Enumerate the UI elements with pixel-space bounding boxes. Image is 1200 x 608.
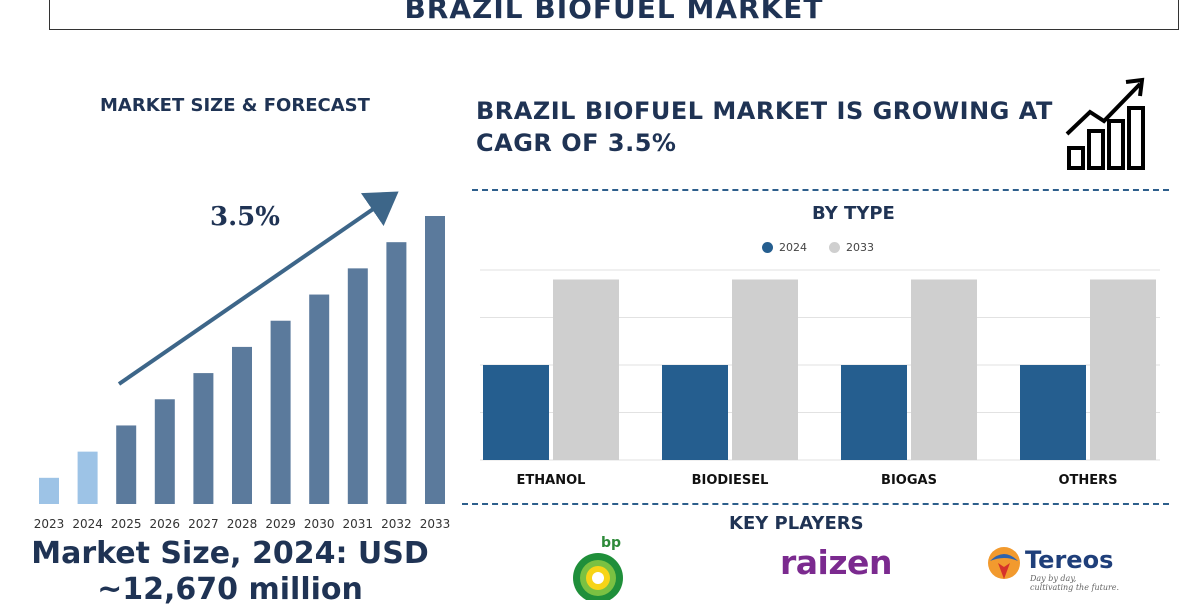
type-bar-ethanol-2024 <box>483 365 549 460</box>
forecast-bar-2024 <box>77 451 98 504</box>
forecast-bar-2029 <box>270 320 291 504</box>
market-size-text: Market Size, 2024: USD ~12,670 million <box>20 536 440 608</box>
forecast-tick-2033: 2033 <box>420 517 451 531</box>
forecast-tick-2027: 2027 <box>188 517 219 531</box>
legend-label-2033: 2033 <box>846 241 874 254</box>
forecast-bar-chart: 2023 2024 2025 2026 2027 2028 2029 2030 2031 2032… <box>34 191 451 531</box>
forecast-tick-2029: 2029 <box>265 517 296 531</box>
page-title: BRAZIL BIOFUEL MARKET <box>404 0 824 25</box>
type-bar-others-2033 <box>1090 279 1156 460</box>
bp-logo-text: bp <box>601 535 622 551</box>
forecast-bar-2030 <box>309 294 330 504</box>
forecast-tick-2025: 2025 <box>111 517 142 531</box>
legend-item-2024: 2024 <box>762 241 807 254</box>
forecast-tick-2032: 2032 <box>381 517 412 531</box>
legend-swatch-2033 <box>829 242 840 253</box>
title-box: BRAZIL BIOFUEL MARKET <box>49 0 1179 30</box>
forecast-bar-2033 <box>425 216 445 504</box>
forecast-bar-2028 <box>232 346 252 504</box>
tereos-tagline-1: Day by day, <box>1030 574 1077 583</box>
legend-swatch-2024 <box>762 242 773 253</box>
by-type-bar-chart: ETHANOL BIODIESEL BIOGAS OTHERS <box>480 269 1160 488</box>
type-bar-ethanol-2033 <box>553 279 619 460</box>
legend-item-2033: 2033 <box>829 241 874 254</box>
tereos-logo-icon <box>988 547 1020 579</box>
divider-top <box>472 189 1169 191</box>
tereos-tagline: Day by day, cultivating the future. <box>1030 574 1119 592</box>
forecast-bar-2027 <box>193 373 214 504</box>
type-bar-biogas-2024 <box>841 365 907 460</box>
bp-logo-icon <box>573 553 623 600</box>
key-players-title: KEY PLAYERS <box>729 513 864 534</box>
forecast-tick-2030: 2030 <box>304 517 335 531</box>
forecast-bar-2031 <box>347 268 368 504</box>
type-bar-biodiesel-2033 <box>732 279 798 460</box>
raizen-logo: raizen <box>780 543 892 582</box>
growth-chart-icon <box>1065 77 1145 170</box>
forecast-bar-2023 <box>39 477 59 504</box>
forecast-tick-2023: 2023 <box>34 517 65 531</box>
cagr-annotation: 3.5% <box>210 202 280 232</box>
market-size-heading: MARKET SIZE & FORECAST <box>100 95 370 116</box>
by-type-title: BY TYPE <box>812 203 895 224</box>
forecast-tick-2028: 2028 <box>227 517 258 531</box>
type-bar-biogas-2033 <box>911 279 977 460</box>
forecast-tick-2024: 2024 <box>72 517 103 531</box>
forecast-tick-2031: 2031 <box>343 517 374 531</box>
tereos-tagline-2: cultivating the future. <box>1030 583 1120 592</box>
divider-bottom <box>462 503 1169 505</box>
type-label-ethanol: ETHANOL <box>517 473 586 488</box>
growth-arrow <box>117 191 399 386</box>
legend-label-2024: 2024 <box>779 241 807 254</box>
type-bar-others-2024 <box>1020 365 1086 460</box>
type-bar-biodiesel-2024 <box>662 365 728 460</box>
forecast-bar-2026 <box>154 399 175 504</box>
type-label-biodiesel: BIODIESEL <box>692 473 769 488</box>
market-size-line-2: ~12,670 million <box>97 572 363 607</box>
type-label-others: OTHERS <box>1058 473 1117 488</box>
forecast-bar-2025 <box>116 425 137 504</box>
type-label-biogas: BIOGAS <box>881 473 937 488</box>
forecast-bar-2032 <box>386 242 407 504</box>
type-legend: 2024 2033 <box>762 241 874 254</box>
forecast-tick-2026: 2026 <box>150 517 181 531</box>
market-size-line-1: Market Size, 2024: USD <box>31 536 429 571</box>
tereos-logo: Tereos <box>1025 546 1114 574</box>
growth-statement: BRAZIL BIOFUEL MARKET IS GROWING AT CAGR… <box>476 97 1053 157</box>
